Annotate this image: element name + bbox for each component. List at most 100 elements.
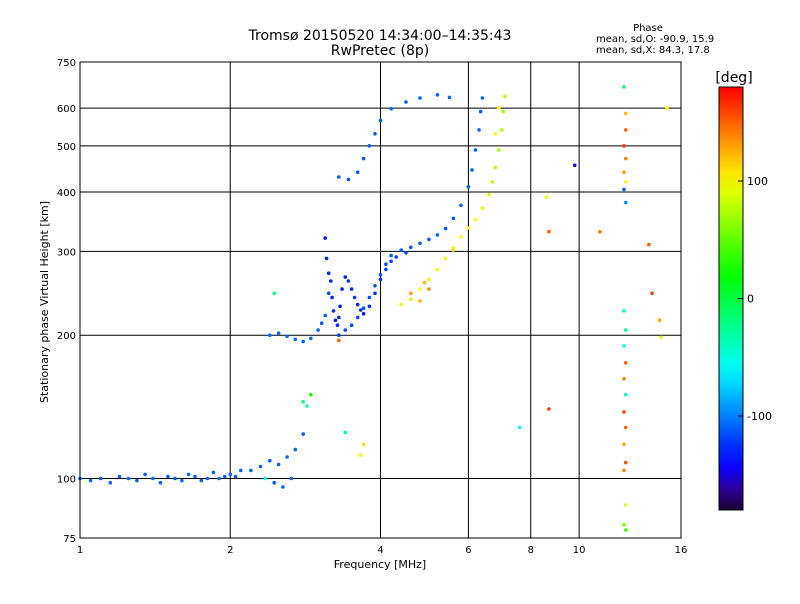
data-point [117,474,122,479]
data-point [373,284,377,288]
data-point [622,144,626,148]
data-point [622,309,626,313]
y-tick-label: 200 [57,331,76,342]
data-point [337,175,341,179]
data-point [623,156,628,161]
phase-info-line1: mean, sd,O: -90.9, 15.9 [596,34,714,45]
data-point [647,242,651,247]
data-point [443,256,448,261]
data-point [233,474,238,479]
data-point [665,106,669,110]
data-point [338,304,342,309]
y-tick-label: 400 [57,188,76,199]
data-point [399,302,404,307]
data-point [193,474,197,479]
data-point [352,295,357,300]
data-point [598,229,602,234]
data-point [355,315,360,320]
data-point [268,333,272,338]
data-point [517,425,522,430]
data-point [263,476,268,481]
data-point [547,229,551,234]
data-point [126,476,131,481]
data-point [199,478,204,483]
data-point [473,217,478,222]
data-point [323,313,328,318]
data-point [223,474,227,479]
data-point [173,476,177,481]
data-point [309,336,313,341]
data-point [143,472,147,477]
data-point [650,291,654,296]
data-point [659,335,663,340]
data-point [404,100,408,104]
data-point [205,476,210,481]
x-tick-label: 2 [227,545,233,556]
data-point [447,95,452,100]
y-tick-label: 500 [57,142,76,153]
data-point [293,447,298,452]
data-point [108,480,113,485]
data-point [470,168,474,172]
data-point [418,287,422,291]
data-point [435,93,440,97]
data-point [480,96,485,100]
data-point [427,277,431,282]
data-point [623,200,628,205]
colorbar-tick-label: -100 [747,410,772,423]
data-point [361,306,366,311]
data-point [343,275,348,279]
data-point [272,291,277,296]
data-point [622,344,626,348]
data-point [329,279,333,283]
data-point [217,476,221,481]
data-point [547,407,551,411]
data-point [451,216,456,221]
data-point [623,460,628,465]
data-point [343,430,348,435]
data-point [500,128,504,132]
data-point [435,233,440,237]
data-point [418,299,422,303]
data-point [409,291,413,296]
data-point [272,480,277,485]
data-point [335,323,340,328]
data-point [622,410,626,414]
data-point [333,318,338,323]
data-point [389,107,393,111]
data-point [158,480,163,485]
data-point [361,311,366,316]
data-point [326,271,331,276]
data-point [228,472,233,477]
data-point [373,291,377,296]
data-point [285,334,289,339]
data-point [451,248,456,252]
data-point [427,287,431,291]
data-point [326,291,331,296]
data-point [151,476,155,481]
data-point [98,476,103,481]
data-point [285,455,289,459]
data-point [378,272,383,277]
phase-info-line2: mean, sd,X: 84.3, 17.8 [596,45,710,56]
data-point [622,522,626,527]
data-point [319,321,324,326]
data-point [301,432,306,436]
data-point [361,442,366,447]
data-point [249,468,253,473]
data-point [496,148,501,152]
data-point [361,156,366,161]
data-point [418,96,422,100]
data-point [293,337,298,342]
data-point [331,309,336,313]
data-point [378,118,383,123]
data-point [623,425,628,430]
data-point [622,468,626,473]
data-point [427,237,431,242]
colorbar-tick-label: 0 [747,293,754,306]
y-tick-label: 100 [57,475,76,486]
phase-info-title: Phase [633,23,663,34]
data-point [544,195,549,199]
y-axis-label: Stationary phase Virtual Height [km] [38,201,51,403]
